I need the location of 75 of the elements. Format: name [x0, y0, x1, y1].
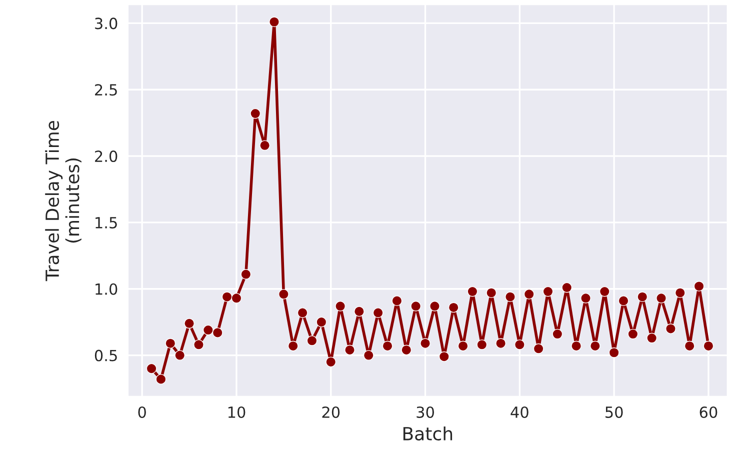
- point: [212, 327, 223, 338]
- point: [438, 351, 450, 362]
- point: [505, 292, 516, 302]
- point: [618, 296, 629, 306]
- point: [524, 288, 534, 300]
- point: [448, 302, 459, 313]
- y-tick-label: 1.0: [96, 283, 118, 295]
- x-tick-label: 20: [322, 406, 340, 418]
- point: [486, 288, 497, 298]
- y-tick-label: 2.0: [95, 150, 118, 162]
- point: [496, 338, 506, 349]
- point: [542, 286, 554, 297]
- point: [354, 306, 364, 317]
- x-axis-title: Batch: [403, 426, 452, 440]
- point: [562, 282, 572, 293]
- point: [363, 350, 374, 360]
- point: [184, 318, 194, 329]
- point: [703, 340, 714, 352]
- y-axis-title: Travel Delay Time (minutes): [45, 120, 82, 282]
- point: [458, 340, 468, 352]
- point: [278, 288, 289, 300]
- point: [250, 108, 261, 119]
- y-tick-label: 3.0: [95, 18, 118, 30]
- point: [288, 340, 298, 352]
- point: [194, 339, 204, 350]
- y-tick-label: 2.5: [95, 84, 117, 96]
- x-tick-label: 40: [510, 406, 528, 418]
- point: [674, 288, 686, 298]
- point: [476, 339, 488, 350]
- point: [533, 343, 544, 354]
- point: [571, 340, 582, 352]
- point: [514, 339, 525, 350]
- point: [174, 350, 186, 360]
- point: [146, 363, 157, 374]
- point: [628, 328, 638, 340]
- point: [297, 308, 308, 318]
- x-tick-label: 60: [700, 406, 718, 418]
- point: [430, 300, 440, 312]
- point: [335, 300, 346, 312]
- point: [240, 269, 252, 280]
- point: [467, 286, 478, 297]
- x-tick-label: 30: [416, 406, 434, 418]
- point: [608, 347, 620, 358]
- point: [646, 332, 658, 344]
- point: [306, 335, 318, 346]
- point: [382, 340, 393, 352]
- point: [222, 292, 232, 302]
- point: [372, 308, 384, 318]
- point: [401, 344, 412, 356]
- point: [590, 340, 600, 352]
- point: [637, 292, 648, 302]
- point: [656, 292, 666, 304]
- point: [410, 300, 422, 312]
- point: [552, 328, 563, 340]
- x-tick-label: 50: [606, 406, 623, 418]
- point: [420, 338, 430, 349]
- point: [202, 324, 214, 336]
- point: [344, 344, 355, 356]
- point: [269, 16, 280, 28]
- point: [665, 324, 676, 334]
- point: [165, 338, 176, 349]
- point: [392, 296, 402, 306]
- point: [231, 292, 242, 304]
- point: [326, 356, 336, 368]
- point: [316, 316, 327, 328]
- point: [580, 292, 591, 304]
- x-tick-label: 10: [228, 406, 246, 418]
- x-tick-label: 0: [138, 406, 146, 418]
- y-tick-label: 0.5: [94, 350, 117, 362]
- point: [694, 281, 704, 292]
- y-tick-label: 1.5: [96, 217, 117, 228]
- point: [684, 340, 695, 352]
- point: [599, 286, 610, 297]
- point: [260, 140, 270, 151]
- point: [156, 374, 166, 384]
